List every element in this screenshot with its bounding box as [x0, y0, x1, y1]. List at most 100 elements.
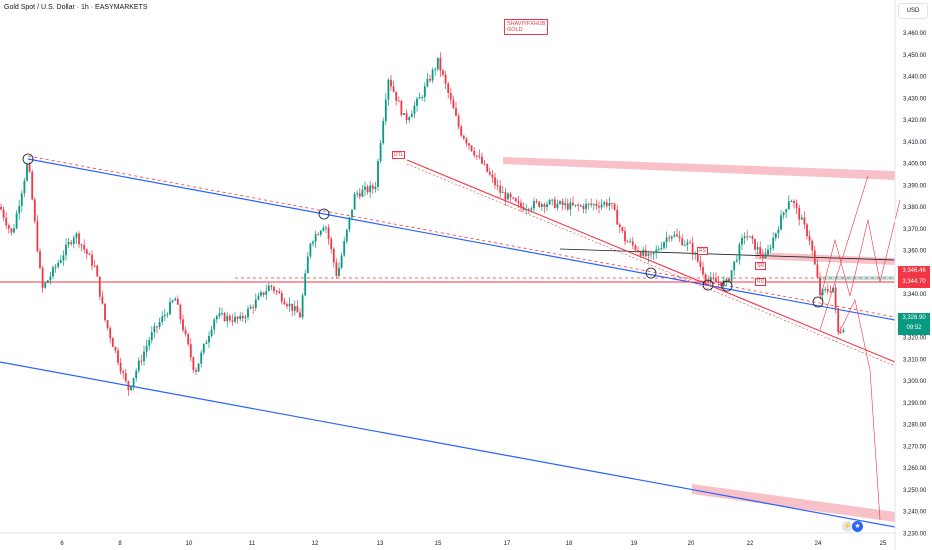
- x-tick-label: 19: [631, 541, 638, 547]
- x-tick-label: 8: [118, 541, 122, 547]
- y-tick-label: 3,270.00: [903, 444, 927, 450]
- lightning-icon[interactable]: ⚡: [842, 521, 853, 532]
- candle-body: [197, 363, 200, 372]
- candle-body: [689, 242, 691, 244]
- symbol-title[interactable]: Gold Spot / U.S. Dollar · 1h · EASYMARKE…: [4, 4, 148, 11]
- candle-body: [806, 224, 808, 237]
- candle-body: [161, 316, 164, 322]
- current-price-value: 3,326.90: [902, 315, 926, 321]
- y-tick-label: 3,320.00: [903, 336, 927, 342]
- y-tick-label: 3,310.00: [903, 357, 927, 363]
- y-tick-label: 3,430.00: [903, 96, 927, 102]
- candle-body: [111, 338, 114, 347]
- candle-body: [299, 312, 301, 318]
- pivot-circle: [318, 208, 330, 220]
- candle-body: [720, 282, 723, 287]
- candle-body: [41, 267, 44, 288]
- candle-body: [195, 369, 197, 372]
- candle-body: [314, 234, 317, 242]
- candle-body: [647, 253, 650, 257]
- candle-body: [416, 98, 418, 106]
- candle-body: [267, 285, 270, 292]
- candle-body: [369, 185, 372, 193]
- candle-body: [624, 230, 626, 242]
- candle-body: [75, 233, 78, 238]
- candle-body: [13, 228, 15, 233]
- candle-body: [517, 201, 520, 203]
- author-note-line2: GOLD: [507, 27, 523, 33]
- candle-body: [767, 249, 769, 255]
- us-flag-icon[interactable]: ★: [852, 521, 863, 532]
- mid-zone: [755, 252, 895, 265]
- candle-body: [278, 291, 281, 294]
- candle-body: [236, 316, 239, 319]
- bar-countdown: 09:52: [906, 325, 922, 331]
- candle-body: [93, 265, 96, 267]
- currency-button[interactable]: USD: [898, 3, 928, 19]
- candle-body: [158, 321, 161, 328]
- candle-body: [743, 236, 746, 238]
- candle-body: [694, 253, 697, 255]
- candle-body: [330, 238, 333, 249]
- candle-body: [122, 371, 125, 374]
- candle-body: [663, 242, 665, 248]
- candle-body: [592, 204, 595, 206]
- candle-body: [239, 315, 242, 319]
- candle-body: [83, 245, 86, 250]
- candle-body: [345, 229, 348, 242]
- candle-body: [392, 86, 395, 92]
- candle-body: [733, 261, 736, 271]
- candle-body: [130, 386, 132, 390]
- candle-body: [494, 177, 496, 186]
- candle-body: [598, 206, 600, 208]
- x-tick-label: 15: [435, 541, 442, 547]
- candle-body: [527, 209, 530, 211]
- x-tick-label: 25: [880, 541, 887, 547]
- candle-body: [49, 276, 52, 281]
- candle-body: [839, 332, 842, 334]
- candle-body: [148, 340, 151, 346]
- candle-body: [657, 249, 660, 251]
- candle-body: [288, 303, 291, 307]
- candle-body: [751, 236, 754, 239]
- candle-body: [418, 97, 421, 99]
- candle-body: [374, 186, 377, 189]
- candle-body: [423, 86, 426, 97]
- candle-body: [119, 362, 122, 372]
- candle-body: [114, 346, 117, 351]
- candle-body: [496, 185, 499, 187]
- candle-body: [218, 313, 221, 317]
- candle-body: [678, 236, 681, 239]
- candle-body: [223, 313, 226, 322]
- candle-body: [275, 291, 278, 293]
- candle-body: [166, 314, 169, 316]
- candle-body: [754, 238, 756, 250]
- candle-body: [564, 203, 567, 206]
- y-tick-label: 3,250.00: [903, 488, 927, 494]
- candle-body: [569, 202, 572, 210]
- candle-body: [673, 234, 676, 237]
- candle-body: [104, 303, 106, 321]
- candle-body: [408, 117, 411, 121]
- candle-body: [106, 320, 109, 329]
- candle-body: [28, 164, 31, 172]
- candle-body: [283, 301, 286, 305]
- candle-body: [639, 251, 642, 256]
- candle-body: [683, 244, 686, 246]
- candle-body: [262, 292, 265, 295]
- candle-body: [306, 256, 309, 274]
- x-tick-label: 11: [249, 541, 256, 547]
- candle-body: [670, 236, 673, 239]
- candle-body: [397, 100, 400, 102]
- candle-body: [660, 247, 663, 250]
- candle-body: [522, 207, 525, 210]
- candle-body: [317, 234, 320, 236]
- candle-body: [665, 237, 668, 243]
- candle-body: [787, 201, 790, 210]
- candle-body: [228, 315, 231, 321]
- candle-body: [699, 261, 702, 267]
- candle-body: [20, 193, 23, 206]
- candle-body: [312, 241, 314, 244]
- candle-body: [834, 287, 837, 309]
